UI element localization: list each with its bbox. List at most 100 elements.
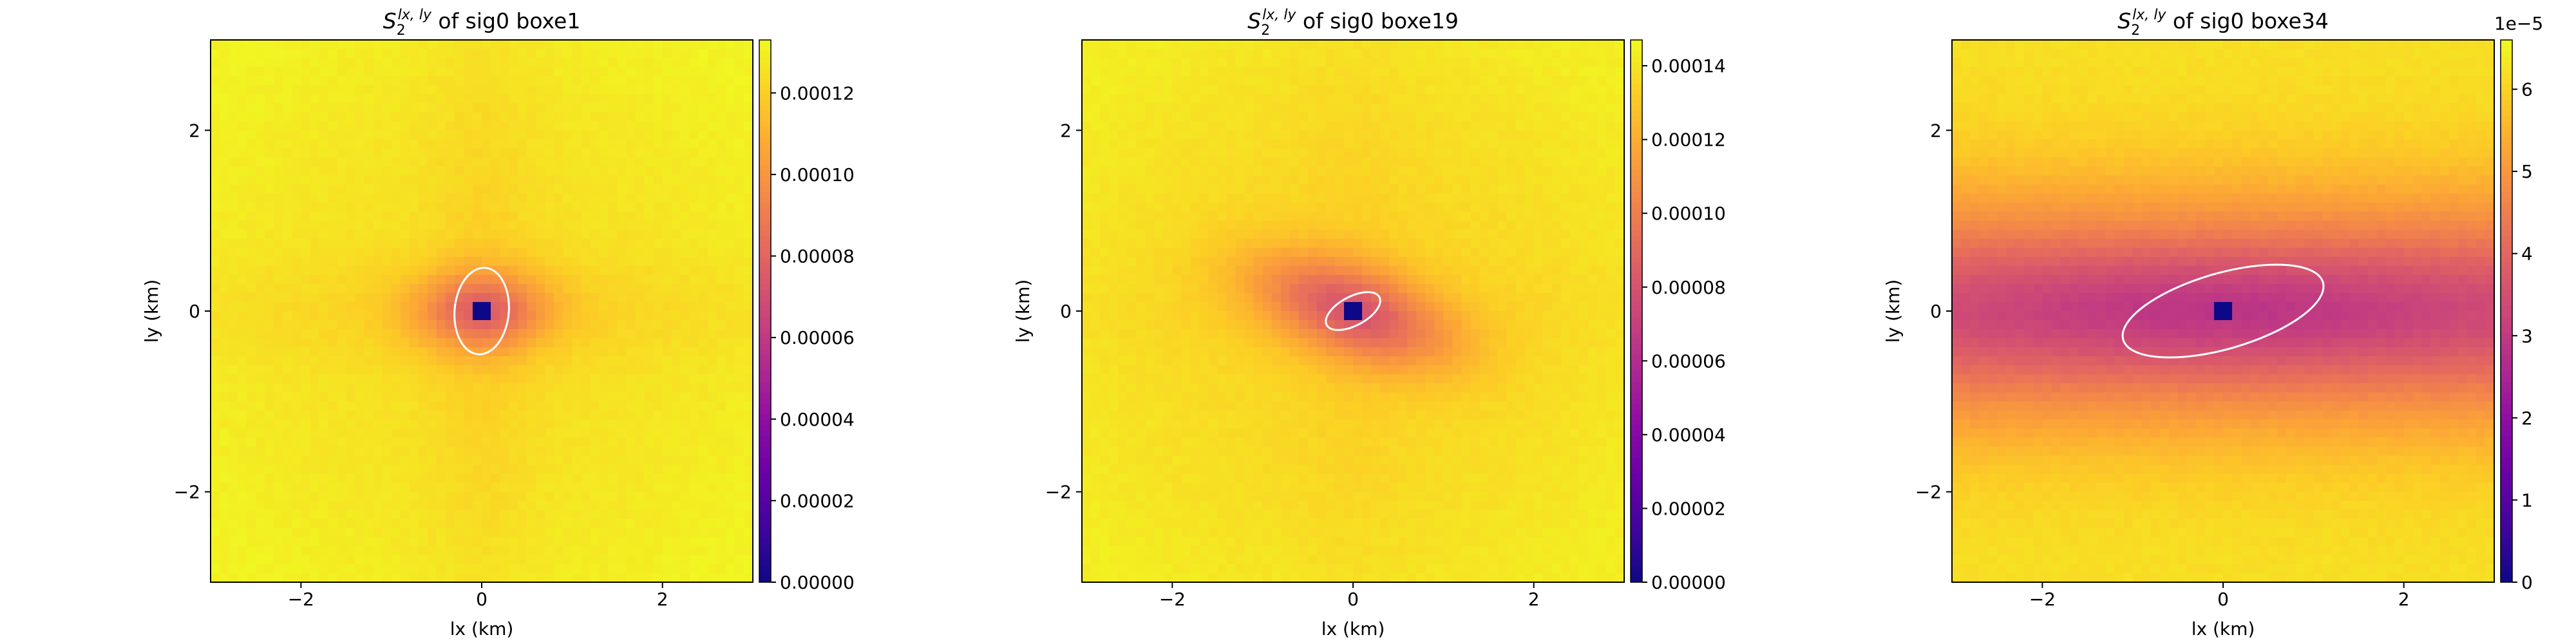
heatmap-cell [635,229,645,240]
heatmap-cell [229,527,238,538]
heatmap-cell [265,573,274,583]
heatmap-cell [725,157,735,167]
heatmap-cell [238,419,247,430]
heatmap-cell [626,527,636,538]
heatmap-cell [292,428,301,439]
heatmap-cell [518,67,527,77]
heatmap-cell [436,211,446,222]
heatmap-cell [644,482,654,493]
heatmap-cell [319,94,329,104]
heatmap-cell [1091,211,1101,222]
heatmap-cell [707,437,717,448]
heatmap-cell [545,238,554,249]
heatmap-cell [617,238,627,249]
heatmap-cell [301,220,310,231]
heatmap-cell [725,67,735,77]
heatmap-cell [581,545,591,556]
heatmap-cell [536,139,545,149]
heatmap-cell [1136,67,1146,77]
heatmap-cell [671,527,681,538]
heatmap-cell [1136,320,1146,330]
heatmap-cell [1208,410,1218,420]
heatmap-cell [283,130,292,140]
heatmap-cell [400,130,410,140]
heatmap-cell [220,329,229,339]
heatmap-cell [1235,464,1245,475]
heatmap-cell [653,356,663,366]
heatmap-cell [734,536,744,547]
heatmap-cell [409,437,419,448]
heatmap-cell [310,67,319,77]
heatmap-cell [536,49,545,59]
heatmap-cell [635,130,645,140]
heatmap-cell [274,283,283,294]
heatmap-cell [527,455,536,466]
heatmap-cell [1100,148,1110,158]
heatmap-cell [1262,256,1273,267]
heatmap-cell [1127,518,1137,529]
heatmap-cell [445,473,455,484]
heatmap-cell [1253,347,1264,357]
heatmap-cell [418,446,428,457]
heatmap-cell [463,536,473,547]
heatmap-cell [554,365,564,375]
heatmap-cell [445,392,455,402]
heatmap-cell [1109,329,1119,339]
heatmap-cell [1208,103,1218,113]
heatmap-cell [346,491,356,502]
heatmap-cell [283,455,292,466]
heatmap-cell [382,112,392,122]
heatmap-cell [509,175,518,185]
heatmap-cell [265,491,274,502]
heatmap-cell [427,202,437,213]
heatmap-cell [247,573,256,583]
heatmap-cell [1136,545,1146,556]
heatmap-cell [247,220,256,231]
heatmap-cell [328,509,338,520]
heatmap-cell [698,220,708,231]
heatmap-cell [463,211,473,222]
heatmap-cell [373,301,383,312]
heatmap-cell [265,94,274,104]
heatmap-cell [1199,554,1209,565]
heatmap-cell [725,85,735,95]
heatmap-cell [680,256,690,267]
heatmap-cell [247,184,256,194]
colorbar-segment [759,245,771,252]
heatmap-cell [445,338,455,348]
heatmap-cell [382,130,392,140]
heatmap-cell [382,527,392,538]
heatmap-cell [1100,256,1110,267]
heatmap-cell [283,148,292,158]
heatmap-cell [418,130,428,140]
heatmap-cell [337,148,347,158]
heatmap-cell [310,518,319,529]
heatmap-cell [572,473,582,484]
heatmap-cell [644,455,654,466]
heatmap-cell [256,229,265,240]
heatmap-cell [572,157,582,167]
heatmap-cell [409,76,419,86]
heatmap-cell [283,292,292,303]
heatmap-cell [716,175,726,185]
heatmap-cell [608,130,618,140]
heatmap-cell [247,121,256,131]
heatmap-cell [1136,292,1146,303]
heatmap-cell [1181,76,1191,86]
heatmap-cell [1235,410,1245,420]
heatmap-cell [491,464,500,475]
heatmap-cell [644,184,654,194]
heatmap-cell [1091,473,1101,484]
heatmap-cell [301,130,310,140]
heatmap-cell [319,130,329,140]
heatmap-cell [373,265,383,276]
heatmap-cell [472,564,482,574]
heatmap-cell [734,292,744,303]
heatmap-cell [463,58,473,68]
heatmap-cell [1145,365,1155,375]
heatmap-cell [274,76,283,86]
heatmap-cell [1217,67,1227,77]
heatmap-cell [1253,464,1264,475]
heatmap-cell [409,329,419,339]
colorbar-segment [759,256,771,263]
